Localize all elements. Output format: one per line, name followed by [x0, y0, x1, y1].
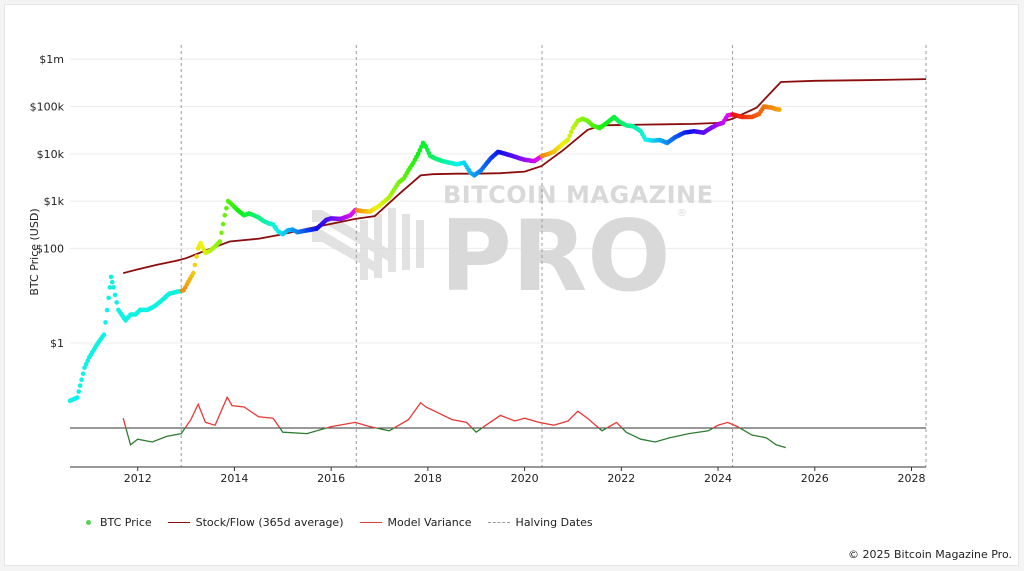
- btc-price-point: [76, 389, 81, 394]
- x-tick-label: 2024: [704, 472, 732, 485]
- x-tick-label: 2022: [607, 472, 635, 485]
- x-tick-label: 2020: [511, 472, 539, 485]
- btc-price-point: [220, 221, 226, 227]
- btc-price-point: [75, 395, 80, 400]
- legend-swatch-dash: [487, 522, 510, 523]
- btc-price-point: [77, 383, 83, 388]
- btc-price-point: [106, 295, 111, 301]
- btc-price-point: [108, 274, 114, 280]
- btc-price-point: [217, 239, 223, 244]
- btc-price-point: [103, 320, 108, 325]
- btc-price-point: [417, 147, 423, 153]
- btc-price-point: [219, 230, 224, 236]
- btc-price-point: [222, 213, 228, 218]
- y-tick-label: $1m: [39, 53, 64, 66]
- btc-price-point: [110, 279, 115, 285]
- btc-price-point: [194, 254, 199, 259]
- y-tick-label: $1: [50, 337, 64, 350]
- x-tick-label: 2028: [897, 472, 925, 485]
- legend-label: BTC Price: [100, 516, 152, 529]
- copyright-text: © 2025 Bitcoin Magazine Pro.: [848, 548, 1012, 561]
- btc-price-point: [777, 107, 782, 112]
- watermark: BITCOIN MAGAZINE PRO ®: [312, 181, 714, 314]
- y-tick-label: $1k: [44, 195, 65, 208]
- btc-price-point: [112, 292, 118, 298]
- y-tick-label: $100k: [30, 101, 65, 114]
- btc-price-point: [83, 361, 89, 367]
- btc-price-point: [80, 371, 86, 377]
- chart-legend: BTC Price Stock/Flow (365d average) Mode…: [84, 516, 609, 529]
- y-tick-label: $10k: [37, 148, 65, 161]
- chart-card: [4, 4, 1019, 566]
- series-layer: [67, 78, 927, 449]
- btc-price-point: [79, 377, 84, 383]
- x-tick-label: 2018: [414, 472, 442, 485]
- halving-dates-layer: [180, 45, 927, 467]
- legend-swatch-line: [167, 522, 190, 523]
- btc-price-point: [104, 307, 110, 313]
- legend-item-halving-dates[interactable]: Halving Dates: [487, 516, 593, 529]
- watermark-line1: BITCOIN MAGAZINE: [443, 181, 714, 209]
- legend-item-btc-price[interactable]: BTC Price: [84, 516, 152, 529]
- legend-swatch-dot: [86, 520, 91, 525]
- btc-price-point: [415, 151, 421, 157]
- btc-price-point: [82, 365, 87, 371]
- btc-price-point: [85, 358, 90, 364]
- btc-price-point: [565, 137, 571, 142]
- model-variance-line-negative: [125, 428, 786, 449]
- btc-price-point: [101, 332, 107, 338]
- btc-price-point: [192, 262, 198, 268]
- axes-layer: $1 $100 $1k $10k $100k $1m 2012 2014 2016 2018 202…: [30, 53, 926, 485]
- model-variance-line-positive: [122, 395, 742, 428]
- btc-price-point: [107, 285, 113, 290]
- legend-label: Stock/Flow (365d average): [195, 516, 344, 529]
- legend-label: Halving Dates: [515, 516, 593, 529]
- x-tick-label: 2014: [220, 472, 248, 485]
- legend-item-stock-flow[interactable]: Stock/Flow (365d average): [167, 516, 344, 529]
- x-tick-label: 2026: [801, 472, 829, 485]
- legend-label: Model Variance: [387, 516, 472, 529]
- btc-price-point: [569, 129, 574, 135]
- btc-price-point: [114, 300, 119, 305]
- btc-price-point: [191, 270, 196, 276]
- x-tick-label: 2016: [317, 472, 345, 485]
- watermark-registered-mark: ®: [677, 208, 687, 219]
- btc-price-point: [224, 205, 229, 211]
- x-tick-label: 2012: [124, 472, 152, 485]
- legend-swatch-line: [359, 522, 382, 523]
- y-tick-label: $100: [36, 242, 64, 255]
- legend-item-model-variance[interactable]: Model Variance: [359, 516, 472, 529]
- y-axis-title: BTC Price (USD): [28, 208, 41, 295]
- watermark-line2: PRO: [440, 200, 671, 314]
- btc-price-point: [567, 133, 572, 139]
- btc-price-point: [111, 285, 116, 290]
